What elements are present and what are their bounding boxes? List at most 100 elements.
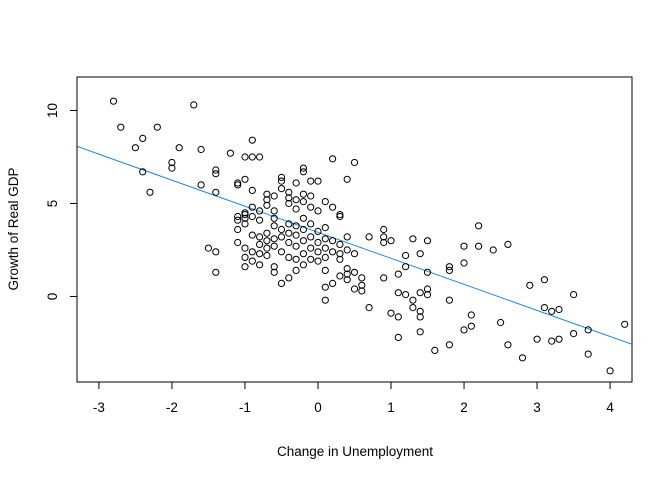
data-point [270, 207, 278, 215]
data-point [555, 305, 563, 314]
data-point [277, 233, 286, 241]
data-point [234, 216, 242, 224]
data-point [621, 320, 629, 328]
data-point [248, 212, 256, 221]
data-point [212, 268, 220, 276]
data-point [416, 289, 424, 297]
data-point [380, 238, 388, 247]
data-point [314, 227, 322, 235]
data-point [307, 244, 315, 252]
data-point [409, 235, 417, 243]
data-point [277, 248, 286, 256]
data-point [270, 263, 278, 271]
x-tick-label: -2 [166, 400, 178, 415]
data-point [504, 240, 512, 248]
data-point [299, 214, 307, 222]
data-point [285, 199, 293, 208]
data-point [197, 145, 205, 154]
data-point [350, 158, 359, 167]
data-point [504, 341, 512, 349]
data-point [307, 220, 315, 228]
x-axis-label: Change in Unemployment [277, 444, 433, 459]
data-point [380, 225, 388, 234]
data-point [292, 242, 300, 250]
data-point [263, 229, 271, 237]
data-point [416, 313, 424, 321]
data-point [285, 194, 293, 202]
data-point [394, 333, 402, 341]
data-point [343, 233, 351, 241]
data-point [307, 233, 315, 241]
data-point [555, 335, 563, 343]
data-point [336, 255, 344, 263]
data-point [402, 263, 410, 271]
data-point [416, 250, 424, 258]
data-point [285, 220, 293, 228]
data-point [285, 238, 293, 247]
data-point [445, 263, 453, 271]
data-point [248, 231, 256, 239]
data-point [387, 237, 395, 245]
data-point [292, 266, 300, 274]
data-point [548, 307, 556, 315]
data-point [299, 168, 307, 176]
data-point [329, 279, 337, 287]
data-point [197, 181, 205, 189]
data-point [307, 192, 315, 200]
data-point [277, 173, 286, 181]
data-point [467, 322, 475, 330]
data-point [241, 263, 249, 271]
data-point [139, 168, 147, 176]
data-point [336, 212, 344, 221]
data-point [277, 279, 286, 287]
data-point [241, 244, 249, 252]
data-point [394, 270, 402, 278]
data-point [350, 250, 359, 258]
data-point [445, 296, 453, 304]
data-point [570, 291, 578, 299]
data-point [343, 270, 351, 278]
data-point [394, 313, 402, 321]
data-point [606, 367, 614, 375]
data-point [365, 233, 373, 241]
data-point [497, 318, 505, 327]
data-point [285, 274, 293, 282]
data-point [292, 196, 300, 204]
data-point [263, 201, 271, 209]
y-axis-label: Growth of Real GDP [6, 167, 21, 290]
data-point [380, 274, 388, 282]
regression-line [77, 145, 632, 345]
data-point [307, 255, 315, 263]
data-point [270, 214, 278, 222]
data-point [241, 253, 249, 261]
plot-box [76, 76, 633, 383]
data-point [212, 166, 220, 174]
data-point [321, 253, 329, 261]
data-point [256, 216, 264, 224]
data-point [518, 354, 527, 362]
data-point [343, 175, 351, 183]
data-point [168, 164, 176, 172]
data-point [277, 177, 286, 185]
y-tick-label: 5 [45, 200, 60, 208]
data-point [175, 144, 183, 152]
x-tick-label: 0 [314, 400, 322, 415]
data-point [292, 179, 300, 187]
data-point [109, 97, 118, 105]
data-point [292, 255, 300, 263]
data-point [263, 196, 271, 204]
data-point [270, 268, 278, 276]
data-point [263, 190, 271, 198]
data-point [445, 266, 453, 274]
data-point [226, 149, 234, 157]
data-point [248, 153, 256, 161]
data-point [277, 185, 286, 193]
data-point [365, 304, 373, 312]
data-point [423, 237, 432, 245]
data-point [329, 248, 337, 256]
data-point [321, 235, 329, 243]
data-point [168, 158, 176, 167]
data-point [570, 330, 578, 338]
data-point [423, 268, 432, 276]
